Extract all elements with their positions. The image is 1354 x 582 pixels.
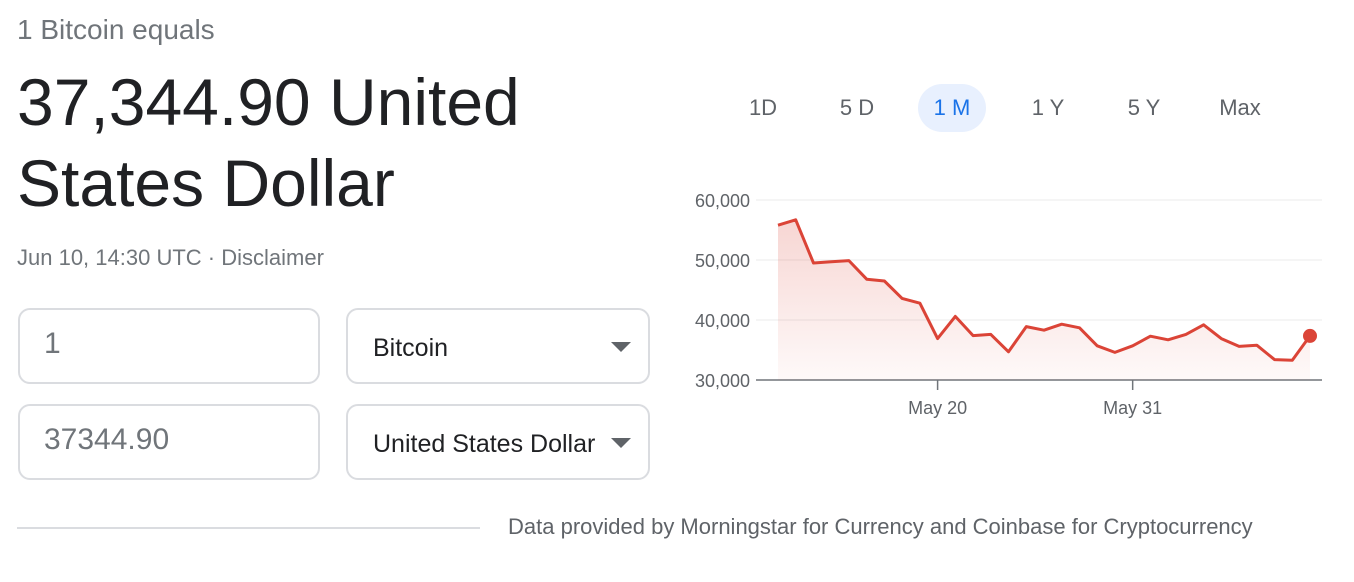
y-tick-label: 60,000 bbox=[695, 191, 750, 211]
from-amount-box[interactable] bbox=[18, 308, 320, 384]
to-currency-label: United States Dollar bbox=[373, 430, 596, 458]
y-tick-label: 50,000 bbox=[695, 251, 750, 271]
to-amount-box[interactable] bbox=[18, 404, 320, 480]
price-line bbox=[777, 218, 1312, 362]
tab-5y[interactable]: 5 Y bbox=[1127, 95, 1161, 120]
from-amount-input[interactable] bbox=[44, 327, 294, 361]
to-amount-input[interactable] bbox=[44, 423, 294, 457]
converted-value: 37,344.90 United States Dollar bbox=[17, 65, 520, 220]
dropdown-caret-icon bbox=[611, 438, 631, 448]
dropdown-caret-icon bbox=[611, 342, 631, 352]
price-area-fill bbox=[778, 219, 1310, 380]
data-attribution: Data provided by Morningstar for Currenc… bbox=[508, 514, 1253, 539]
tab-1d[interactable]: 1D bbox=[748, 95, 778, 120]
tab-5d[interactable]: 5 D bbox=[839, 95, 875, 120]
tab-max[interactable]: Max bbox=[1219, 95, 1261, 120]
conversion-subtitle: 1 Bitcoin equals bbox=[17, 14, 215, 45]
current-price-point[interactable] bbox=[1303, 328, 1317, 343]
x-tick-label: May 31 bbox=[1103, 398, 1162, 418]
timestamp: Jun 10, 14:30 UTC bbox=[17, 245, 202, 270]
timestamp-line: Jun 10, 14:30 UTC · Disclaimer bbox=[17, 245, 324, 271]
tab-1y[interactable]: 1 Y bbox=[1031, 95, 1065, 120]
x-tick-label: May 20 bbox=[908, 398, 967, 418]
price-chart: 60,000 50,000 40,000 30,000 May 20 May 31 bbox=[695, 191, 1322, 418]
tab-1m[interactable]: 1 M bbox=[918, 84, 986, 132]
disclaimer-link[interactable]: Disclaimer bbox=[221, 245, 324, 270]
footer-divider bbox=[17, 527, 480, 529]
from-currency-label: Bitcoin bbox=[373, 334, 449, 362]
y-tick-label: 40,000 bbox=[695, 311, 750, 331]
separator: · bbox=[207, 245, 216, 270]
to-currency-select[interactable]: United States Dollar bbox=[346, 404, 650, 480]
y-tick-label: 30,000 bbox=[695, 371, 750, 391]
from-currency-select[interactable]: Bitcoin bbox=[346, 308, 650, 384]
